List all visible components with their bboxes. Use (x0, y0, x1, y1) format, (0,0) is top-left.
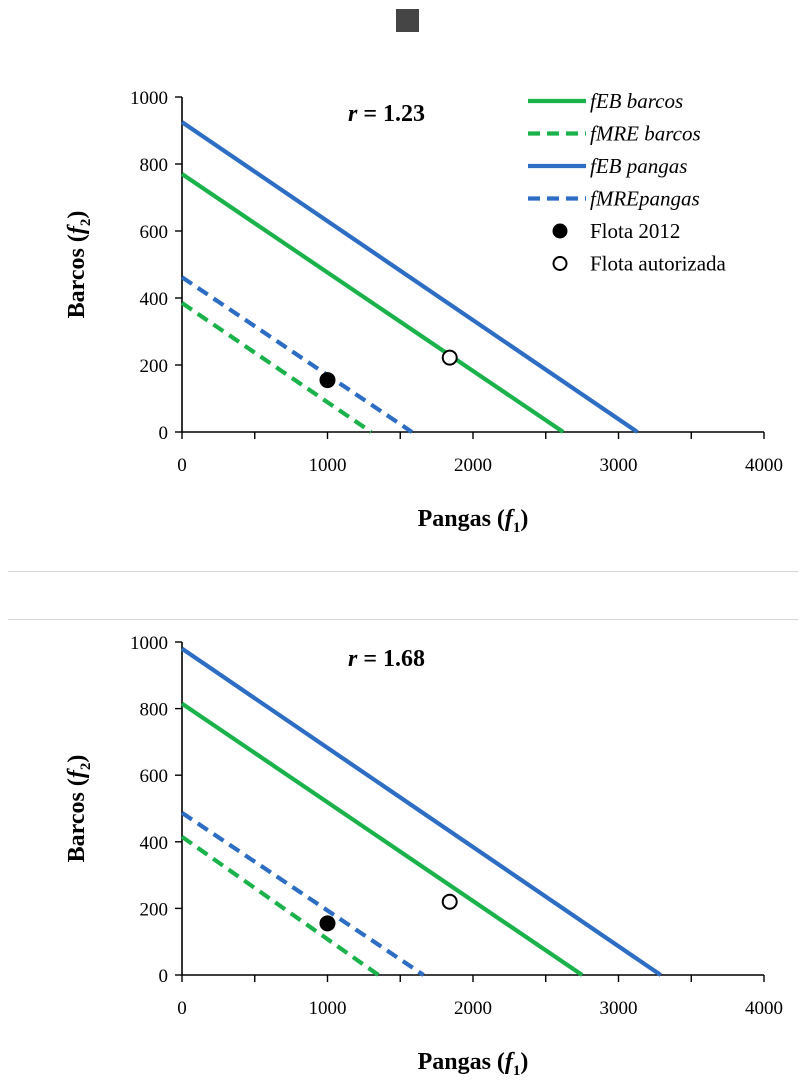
dashed-blue-series-line (180, 811, 425, 977)
x-tick-label: 4000 (745, 455, 783, 476)
x-axis-title-sub: 1 (513, 520, 521, 536)
y-tick-label: 400 (140, 289, 169, 310)
fleet-2012-marker (319, 372, 336, 389)
x-axis-title: Pangas (f1) (418, 506, 529, 536)
y-tick-label: 600 (140, 222, 169, 243)
legend-label: fEB pangas (590, 154, 687, 178)
y-axis-title-var: f (64, 768, 90, 778)
solid-green-series-line (180, 172, 565, 434)
x-axis-title: Pangas (f1) (418, 1049, 529, 1078)
y-tick-label: 400 (140, 833, 169, 854)
y-axis-title-text: Barcos ( (64, 778, 90, 862)
x-tick-label: 2000 (454, 998, 492, 1019)
r-value: = 1.68 (357, 646, 425, 672)
x-axis-title-close: ) (520, 506, 528, 532)
r-value: = 1.23 (357, 101, 425, 127)
y-tick-label: 800 (140, 700, 169, 721)
y-tick-label: 800 (140, 155, 169, 176)
x-axis-title-var: f (505, 1049, 515, 1075)
authorized-fleet-marker (441, 893, 458, 910)
y-axis-title: Barcos (f2) (64, 211, 94, 319)
y-axis-title-var: f (64, 224, 90, 234)
title-square-marker (396, 9, 419, 32)
chart-bottom: 0 200 400 600 800 1000 0 1000 2000 3000 4000 Pangas… (64, 633, 783, 1079)
solid-blue-series-line (180, 120, 639, 434)
panel-divider (8, 619, 798, 620)
x-tick-label: 3000 (600, 998, 638, 1019)
dashed-green-series-line (180, 835, 380, 977)
x-tick-label: 1000 (309, 455, 347, 476)
legend-open-marker (552, 256, 568, 271)
legend-label: Flota autorizada (590, 252, 727, 276)
r-value-annotation: r = 1.23 (348, 101, 425, 127)
x-tick-label: 3000 (600, 455, 638, 476)
x-axis-title-close: ) (520, 1049, 528, 1075)
y-axis-title-sub: 2 (78, 763, 94, 771)
chart-panel-bottom: 0 200 400 600 800 1000 0 1000 2000 3000 4000 Pangas… (0, 617, 799, 1079)
x-axis-title-text: Pangas ( (418, 506, 505, 532)
x-axis-title-text: Pangas ( (418, 1049, 505, 1075)
dashed-green-series-line (180, 301, 373, 434)
chart-panel-top: 0 200 400 600 800 1000 0 1000 2000 3000 4000 Pangas… (0, 44, 799, 554)
legend-label: fEB barcos (590, 89, 683, 113)
y-tick-label: 1000 (130, 88, 168, 109)
x-tick-label: 0 (177, 455, 187, 476)
solid-blue-series-line (180, 646, 662, 977)
legend-filled-marker (552, 223, 568, 239)
legend-label: Flota 2012 (590, 219, 680, 243)
solid-green-series-line (180, 701, 584, 977)
y-tick-label: 600 (140, 766, 169, 787)
legend-label: fMRE barcos (590, 122, 701, 146)
r-symbol: r (348, 646, 358, 672)
x-tick-label: 0 (177, 998, 187, 1019)
authorized-fleet-marker (441, 349, 458, 366)
chart-top: 0 200 400 600 800 1000 0 1000 2000 3000 4000 Pangas… (64, 88, 783, 536)
y-axis-title-text: Barcos ( (64, 234, 90, 318)
x-tick-label: 2000 (454, 455, 492, 476)
y-tick-label: 200 (140, 899, 169, 920)
y-tick-label: 1000 (130, 633, 168, 654)
dashed-blue-series-line (180, 275, 414, 434)
y-axis-title-close: ) (64, 755, 90, 763)
fleet-2012-marker (319, 915, 336, 932)
y-tick-label: 0 (159, 423, 169, 444)
y-axis-title-sub: 2 (78, 219, 94, 227)
y-axis-title: Barcos (f2) (64, 755, 94, 863)
x-tick-label: 1000 (309, 998, 347, 1019)
x-tick-label: 4000 (745, 998, 783, 1019)
r-value-annotation: r = 1.68 (348, 646, 425, 672)
x-axis-title-var: f (505, 506, 515, 532)
x-axis-title-sub: 1 (513, 1063, 521, 1078)
panel-divider (8, 571, 798, 572)
legend-label: fMREpangas (590, 187, 700, 211)
y-tick-label: 0 (159, 966, 169, 987)
y-axis-title-close: ) (64, 211, 90, 219)
r-symbol: r (348, 101, 358, 127)
y-tick-label: 200 (140, 356, 169, 377)
